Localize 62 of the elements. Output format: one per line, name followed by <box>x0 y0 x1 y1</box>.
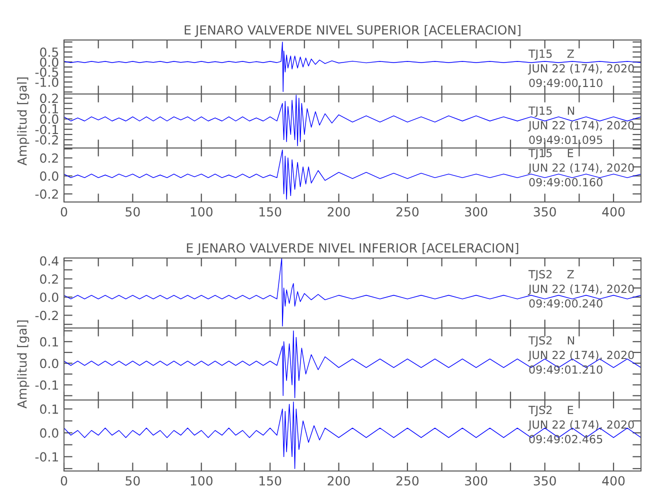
x-tick-label: 200 <box>328 207 350 217</box>
y-tick-label: -0.1 <box>35 124 58 134</box>
x-tick-label: 150 <box>260 207 282 217</box>
x-tick-label: 300 <box>465 207 488 217</box>
x-tick-label: 0 <box>60 207 68 217</box>
annotation: TJS2 N <box>528 336 574 347</box>
annotation: 09:49:01.210 <box>529 365 602 374</box>
y-tick-label: 0.2 <box>40 153 58 163</box>
annotation: 09:49:00.160 <box>529 178 602 186</box>
x-tick-label: 350 <box>534 207 556 217</box>
annotation: TJS2 Z <box>528 270 574 281</box>
annotation: TJ15 Z <box>528 50 574 60</box>
chart-title: E JENARO VALVERDE NIVEL SUPERIOR [ACELERACION] <box>184 24 520 37</box>
annotation: JUN 22 (174), 2020 <box>528 64 634 75</box>
x-tick-label: 100 <box>190 476 212 486</box>
y-tick-label: -0.2 <box>35 135 58 145</box>
annotation: JUN 22 (174), 2020 <box>528 120 634 132</box>
y-tick-label: -0.2 <box>35 189 58 199</box>
annotation: JUN 22 (174), 2020 <box>528 420 634 431</box>
y-tick-label: -0.5 <box>35 67 58 77</box>
annotation: JUN 22 (174), 2020 <box>528 284 634 296</box>
y-tick-label: 0.0 <box>40 114 58 124</box>
y-tick-label: -0.1 <box>35 380 58 390</box>
y-tick-label: 0.0 <box>40 428 58 438</box>
y-tick-label: 0.2 <box>40 94 58 104</box>
x-tick-label: 100 <box>190 207 212 217</box>
y-tick-label: 0.0 <box>40 358 58 368</box>
line-series <box>64 42 641 92</box>
annotation: 09:49:01.095 <box>529 136 602 144</box>
annotation: TJS2 E <box>528 406 574 416</box>
y-tick-label: 0.1 <box>40 404 58 414</box>
y-tick-label: 0.2 <box>40 274 58 284</box>
x-tick-label: 250 <box>396 476 419 486</box>
y-tick-label: 0.1 <box>40 337 58 347</box>
y-tick-label: 0.5 <box>40 47 58 57</box>
annotation: JUN 22 (174), 2020 <box>528 350 634 362</box>
x-tick-label: 350 <box>534 476 556 486</box>
x-tick-label: 200 <box>328 476 350 486</box>
annotation: 09:49:00.240 <box>529 299 602 308</box>
x-tick-label: 0 <box>60 476 68 486</box>
annotation: TJ15 N <box>528 106 574 117</box>
annotation: 09:49:02.465 <box>529 434 602 444</box>
y-tick-label: -0.1 <box>35 452 58 462</box>
x-tick-label: 400 <box>602 476 625 486</box>
y-tick-label: 0.1 <box>40 104 58 114</box>
chart-title: E JENARO VALVERDE NIVEL INFERIOR [ACELERACION] <box>186 242 518 255</box>
y-tick-label: -1.0 <box>35 77 58 87</box>
y-tick-label: 0.0 <box>40 57 58 67</box>
x-tick-label: 50 <box>126 476 140 486</box>
x-tick-label: 50 <box>126 207 140 217</box>
x-tick-label: 150 <box>260 476 282 486</box>
y-tick-label: 0.0 <box>40 292 58 302</box>
y-axis-title: Amplitud [gal] <box>17 320 30 408</box>
annotation: JUN 22 (174), 2020 <box>528 163 634 174</box>
y-tick-label: 0.4 <box>40 256 58 266</box>
annotation: 09:49:00.110 <box>529 78 602 88</box>
y-axis-title: Amplitud [gal] <box>17 77 30 166</box>
y-tick-label: -0.2 <box>35 310 58 320</box>
x-tick-label: 400 <box>602 207 625 217</box>
x-tick-label: 250 <box>396 207 419 217</box>
x-tick-label: 300 <box>465 476 488 486</box>
y-tick-label: 0.0 <box>40 171 58 181</box>
